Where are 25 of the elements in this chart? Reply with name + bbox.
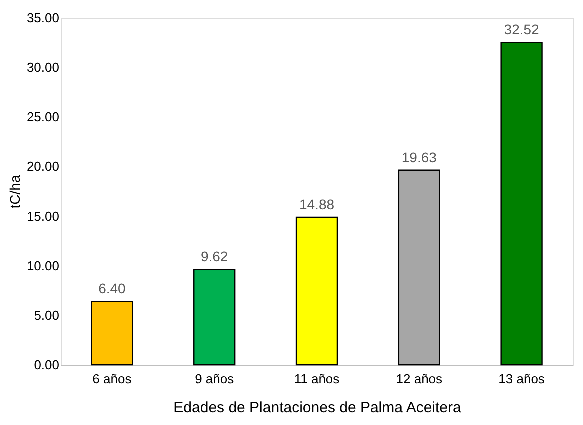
bar [194, 269, 236, 366]
x-tick-label: 9 años [195, 372, 235, 386]
data-label: 19.63 [402, 149, 438, 166]
x-tick-label: 11 años [294, 372, 340, 386]
bar [296, 216, 338, 366]
data-label: 9.62 [200, 248, 228, 265]
y-tick-label: 15.00 [26, 208, 60, 224]
data-label: 14.88 [299, 196, 335, 212]
y-tick-label: 10.00 [26, 258, 60, 274]
y-tick-label: 25.00 [26, 110, 60, 125]
bar [398, 170, 440, 366]
y-tick-label: 20.00 [26, 159, 60, 174]
bar [91, 300, 134, 366]
x-axis-title: Edades de Plantaciones de Palma Aceitera [174, 400, 462, 416]
y-tick-label: 35.00 [26, 10, 60, 26]
y-tick-label: 30.00 [26, 60, 60, 76]
bar [500, 42, 543, 366]
y-tick-label: 0.00 [34, 358, 60, 372]
x-tick-label: 6 años [92, 372, 132, 386]
x-tick-label: 13 años [498, 372, 546, 386]
x-tick-label: 12 años [396, 372, 444, 386]
y-tick-label: 5.00 [34, 308, 60, 323]
data-label: 32.52 [504, 22, 540, 38]
data-label: 6.40 [98, 280, 126, 297]
y-axis-title: tC/ha [6, 175, 23, 209]
